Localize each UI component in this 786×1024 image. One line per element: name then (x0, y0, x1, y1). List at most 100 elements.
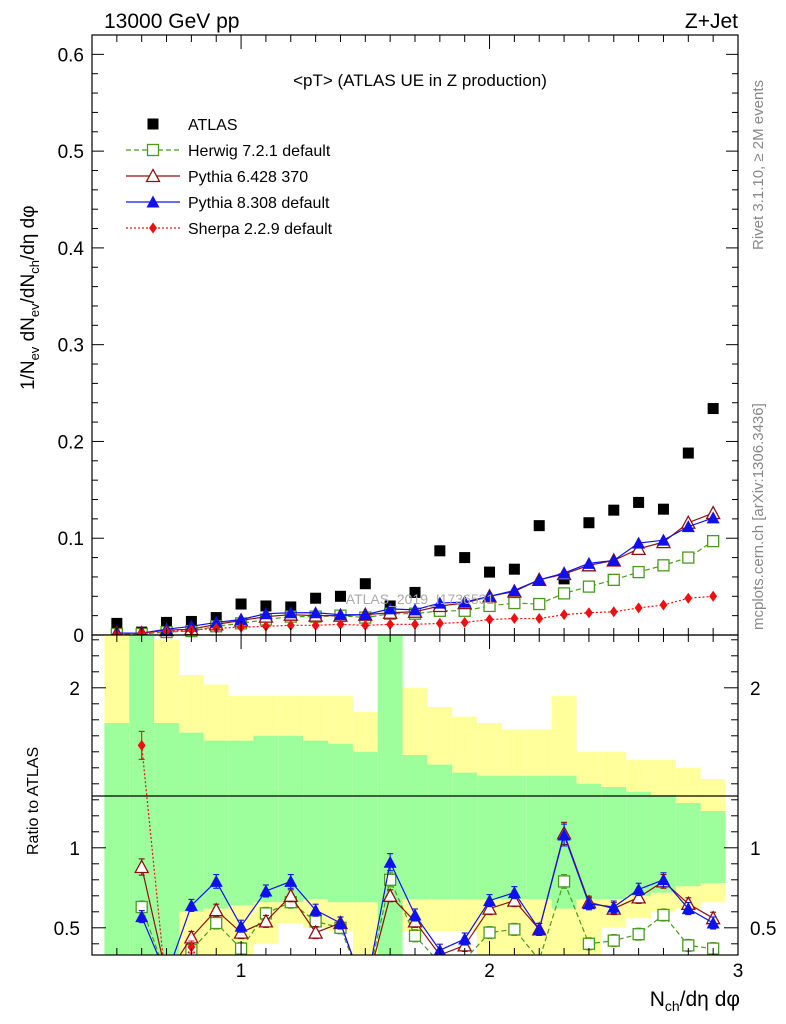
ratio-ytick-label: 1 (69, 839, 80, 860)
main-point (284, 606, 298, 619)
main-point (707, 403, 719, 415)
ratio-point (582, 897, 596, 910)
main-point (111, 617, 123, 629)
band-green (427, 764, 453, 899)
main-point (261, 620, 270, 632)
ratio-point (681, 902, 695, 915)
ratio-point (481, 900, 498, 915)
main-point (259, 607, 273, 620)
ratio-point (309, 903, 323, 916)
ratio-point (384, 873, 397, 886)
main-point (582, 556, 596, 569)
legend-marker (147, 118, 159, 130)
main-ytick-label: 0.6 (58, 45, 84, 66)
main-point (632, 536, 646, 549)
legend-marker (149, 222, 157, 234)
band-green (601, 787, 627, 899)
ratio-marks (134, 730, 721, 955)
band-green (477, 775, 502, 899)
ratio-point (283, 887, 299, 902)
main-point (459, 552, 471, 564)
band-green (303, 740, 329, 899)
ratio-xtick-label: 2 (484, 961, 495, 982)
band-green (675, 803, 701, 887)
legend-label: Herwig 7.2.1 default (188, 143, 331, 160)
main-point (557, 587, 571, 600)
legend-item: Sherpa 2.2.9 default (126, 221, 333, 238)
ratio-ytick-label-right: 1 (750, 839, 761, 860)
ratio-point (134, 859, 150, 874)
band-green (253, 735, 279, 903)
main-point (336, 618, 345, 630)
main-point (682, 551, 695, 564)
main-point (310, 592, 322, 604)
ratio-ylabel: Ratio to ATLAS (25, 747, 42, 855)
legend: ATLAS Herwig 7.2.1 default Pythia 6.428 37… (126, 117, 333, 238)
ratio-xticks: 1 2 3 (116, 635, 743, 982)
ratio-point (483, 894, 497, 907)
main-point (235, 598, 247, 610)
main-point (383, 602, 397, 615)
main-point (334, 590, 346, 602)
main-ytick-label: 0.3 (58, 336, 84, 357)
main-point (508, 563, 520, 575)
legend-marker (145, 168, 161, 183)
ratio-series-3 (137, 730, 197, 955)
main-point (583, 517, 595, 529)
main-ytick-label: 0 (73, 626, 84, 647)
main-point (358, 608, 372, 621)
main-point (311, 619, 320, 631)
legend-item: Pythia 6.428 370 (126, 168, 308, 186)
main-point (632, 565, 645, 579)
band-green (402, 755, 428, 899)
ratio-point (507, 886, 521, 899)
ratio-point (382, 887, 398, 902)
main-xticks (116, 35, 714, 635)
band-green (452, 772, 478, 899)
main-yticks: 0 0.1 0.2 0.3 0.4 0.5 0.6 (58, 45, 738, 647)
x-axis-label: Nch/dη dφ (650, 988, 740, 1014)
legend-marker (146, 143, 160, 157)
ratio-point (259, 884, 273, 897)
main-point (483, 589, 497, 602)
main-ytick-label: 0.2 (58, 432, 84, 453)
main-point (309, 606, 323, 619)
main-point (707, 534, 720, 548)
main-point (533, 597, 546, 611)
main-point (408, 603, 422, 616)
main-point (656, 533, 670, 546)
ratio-point (607, 900, 621, 913)
ratio-point (408, 908, 422, 921)
main-point (535, 613, 544, 625)
main-point (633, 496, 645, 508)
watermark: ATLAS_2019_I1736531 (346, 591, 495, 607)
band-green (501, 775, 527, 899)
main-point (557, 566, 571, 579)
legend-label: Pythia 8.308 default (188, 195, 330, 212)
ratio-bands (104, 635, 726, 955)
main-point (609, 606, 618, 618)
band-green (576, 783, 602, 899)
legend-label: Sherpa 2.2.9 default (188, 221, 333, 238)
ratio-series-2 (135, 823, 720, 955)
ratio-point (137, 739, 146, 751)
ratio-panel: 0.5 0.5 1 1 2 2 1 2 3 Ratio to ATLAS Nch/dη dφ (25, 634, 776, 1014)
main-point (560, 609, 569, 621)
ratio-point (333, 916, 347, 929)
ratio-point (458, 932, 472, 945)
band-green (328, 743, 353, 903)
ratio-point (657, 908, 670, 922)
main-point (260, 600, 272, 612)
main-point (460, 616, 469, 628)
main-point (607, 573, 620, 586)
main-point (681, 520, 695, 533)
main-point (709, 590, 718, 602)
main-point (657, 503, 669, 515)
mcplots-label: mcplots.cern.ch [arXiv:1306.3436] (750, 403, 767, 630)
ratio-ytick-label: 2 (69, 679, 80, 700)
ratio-point (209, 874, 223, 887)
main-point (361, 619, 370, 631)
main-point (682, 447, 694, 459)
legend-marker (146, 195, 160, 208)
legend-item: Pythia 8.308 default (126, 195, 330, 212)
